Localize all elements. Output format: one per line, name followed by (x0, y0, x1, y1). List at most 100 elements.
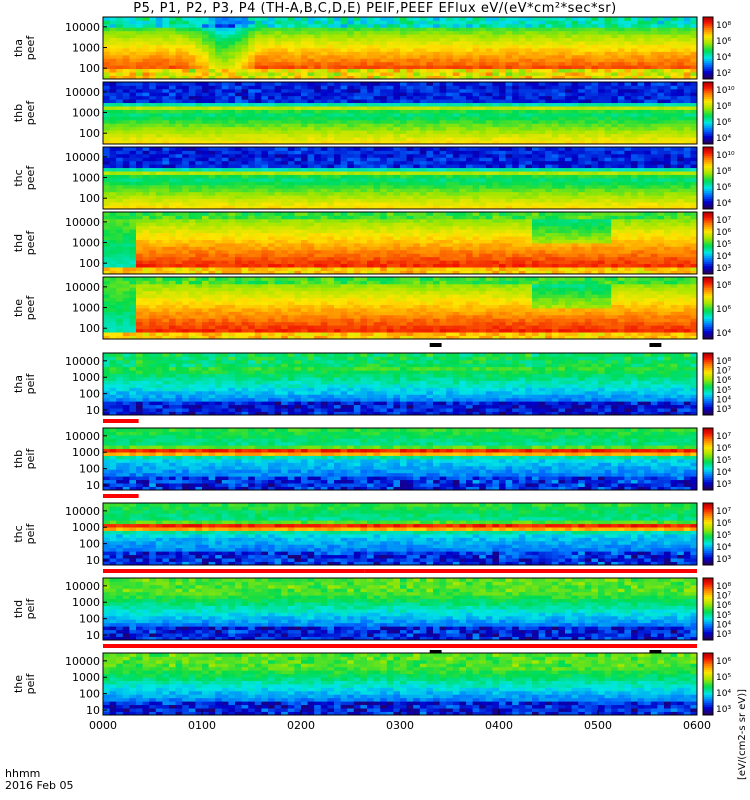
heatmap-cell (169, 123, 176, 128)
heatmap-cell (149, 147, 157, 151)
heatmap-cell (545, 92, 553, 97)
heatmap-cell (617, 171, 625, 175)
heatmap-cell (532, 30, 539, 35)
heatmap-cell (406, 37, 414, 42)
heatmap-cell (386, 68, 394, 73)
heatmap-cell (611, 167, 619, 172)
heatmap-cell (624, 181, 632, 186)
heatmap-cell (439, 157, 447, 162)
heatmap-cell (208, 174, 216, 179)
heatmap-cell (274, 205, 282, 210)
heatmap-cell (598, 150, 605, 155)
heatmap-cell (380, 20, 388, 25)
heatmap-cell (657, 48, 665, 52)
heatmap-cell (532, 82, 539, 86)
heatmap-cell (103, 65, 110, 70)
heatmap-cell (248, 191, 256, 196)
heatmap-cell (248, 198, 256, 203)
heatmap-cell (512, 17, 520, 21)
heatmap-cell (182, 34, 190, 39)
heatmap-cell (228, 95, 236, 100)
heatmap-cell (136, 44, 143, 49)
heatmap-cell (248, 140, 256, 145)
heatmap-cell (617, 191, 625, 196)
heatmap-cell (644, 178, 652, 182)
heatmap-cell (221, 17, 229, 21)
heatmap-cell (188, 126, 196, 131)
heatmap-cell (664, 116, 671, 121)
heatmap-cell (347, 178, 355, 182)
heatmap-cell (439, 191, 447, 196)
heatmap-cell (215, 153, 223, 158)
heatmap-cell (327, 109, 335, 114)
heatmap-cell (459, 68, 467, 73)
heatmap-cell (565, 102, 572, 107)
heatmap-cell (373, 130, 381, 135)
heatmap-cell (340, 85, 348, 90)
heatmap-cell (334, 92, 341, 97)
heatmap-cell (109, 75, 117, 80)
heatmap-cell (598, 202, 605, 206)
heatmap-cell (340, 88, 348, 93)
heatmap-cell (386, 102, 394, 107)
heatmap-cell (380, 126, 388, 131)
heatmap-cell (327, 184, 335, 189)
heatmap-cell (446, 27, 454, 32)
heatmap-cell (479, 30, 487, 35)
heatmap-cell (505, 140, 513, 145)
heatmap-cell (340, 126, 348, 131)
heatmap-cell (433, 164, 440, 169)
heatmap-cell (129, 157, 137, 162)
heatmap-cell (518, 68, 526, 73)
heatmap-cell (287, 123, 295, 128)
heatmap-cell (512, 85, 520, 90)
heatmap-cell (109, 68, 117, 73)
heatmap-cell (485, 34, 493, 39)
heatmap-cell (611, 116, 619, 121)
heatmap-cell (532, 184, 539, 189)
heatmap-cell (353, 116, 361, 121)
heatmap-cell (624, 41, 632, 45)
heatmap-cell (202, 106, 209, 110)
heatmap-cell (347, 61, 355, 66)
heatmap-cell (591, 82, 599, 86)
heatmap-cell (334, 41, 341, 45)
heatmap-cell (512, 37, 520, 42)
heatmap-cell (512, 178, 520, 182)
heatmap-cell (677, 54, 685, 59)
heatmap-cell (532, 178, 539, 182)
heatmap-cell (584, 137, 592, 141)
heatmap-cell (677, 61, 685, 66)
heatmap-cell (617, 51, 625, 56)
heatmap-cell (650, 44, 658, 49)
colorbar-step (703, 113, 713, 116)
heatmap-cell (479, 171, 487, 175)
heatmap-cell (591, 27, 599, 32)
heatmap-cell (598, 137, 605, 141)
heatmap-cell (558, 88, 566, 93)
heatmap-cell (248, 188, 256, 193)
heatmap-cell (294, 147, 302, 151)
heatmap-cell (677, 205, 685, 210)
heatmap-cell (340, 72, 348, 76)
heatmap-cell (518, 51, 526, 56)
heatmap-cell (565, 171, 572, 175)
heatmap-cell (565, 150, 572, 155)
heatmap-cell (169, 126, 176, 131)
heatmap-cell (268, 85, 275, 90)
heatmap-cell (578, 68, 586, 73)
heatmap-cell (380, 27, 388, 32)
heatmap-cell (386, 167, 394, 172)
heatmap-cell (419, 147, 427, 151)
heatmap-cell (208, 65, 216, 70)
colorbar-step (703, 19, 713, 22)
heatmap-cell (591, 188, 599, 193)
heatmap-cell (532, 116, 539, 121)
heatmap-cell (116, 137, 124, 141)
heatmap-cell (525, 27, 533, 32)
colorbar-step (703, 175, 713, 179)
heatmap-cell (221, 116, 229, 121)
heatmap-cell (611, 195, 619, 200)
heatmap-cell (373, 61, 381, 66)
heatmap-cell (301, 181, 308, 186)
